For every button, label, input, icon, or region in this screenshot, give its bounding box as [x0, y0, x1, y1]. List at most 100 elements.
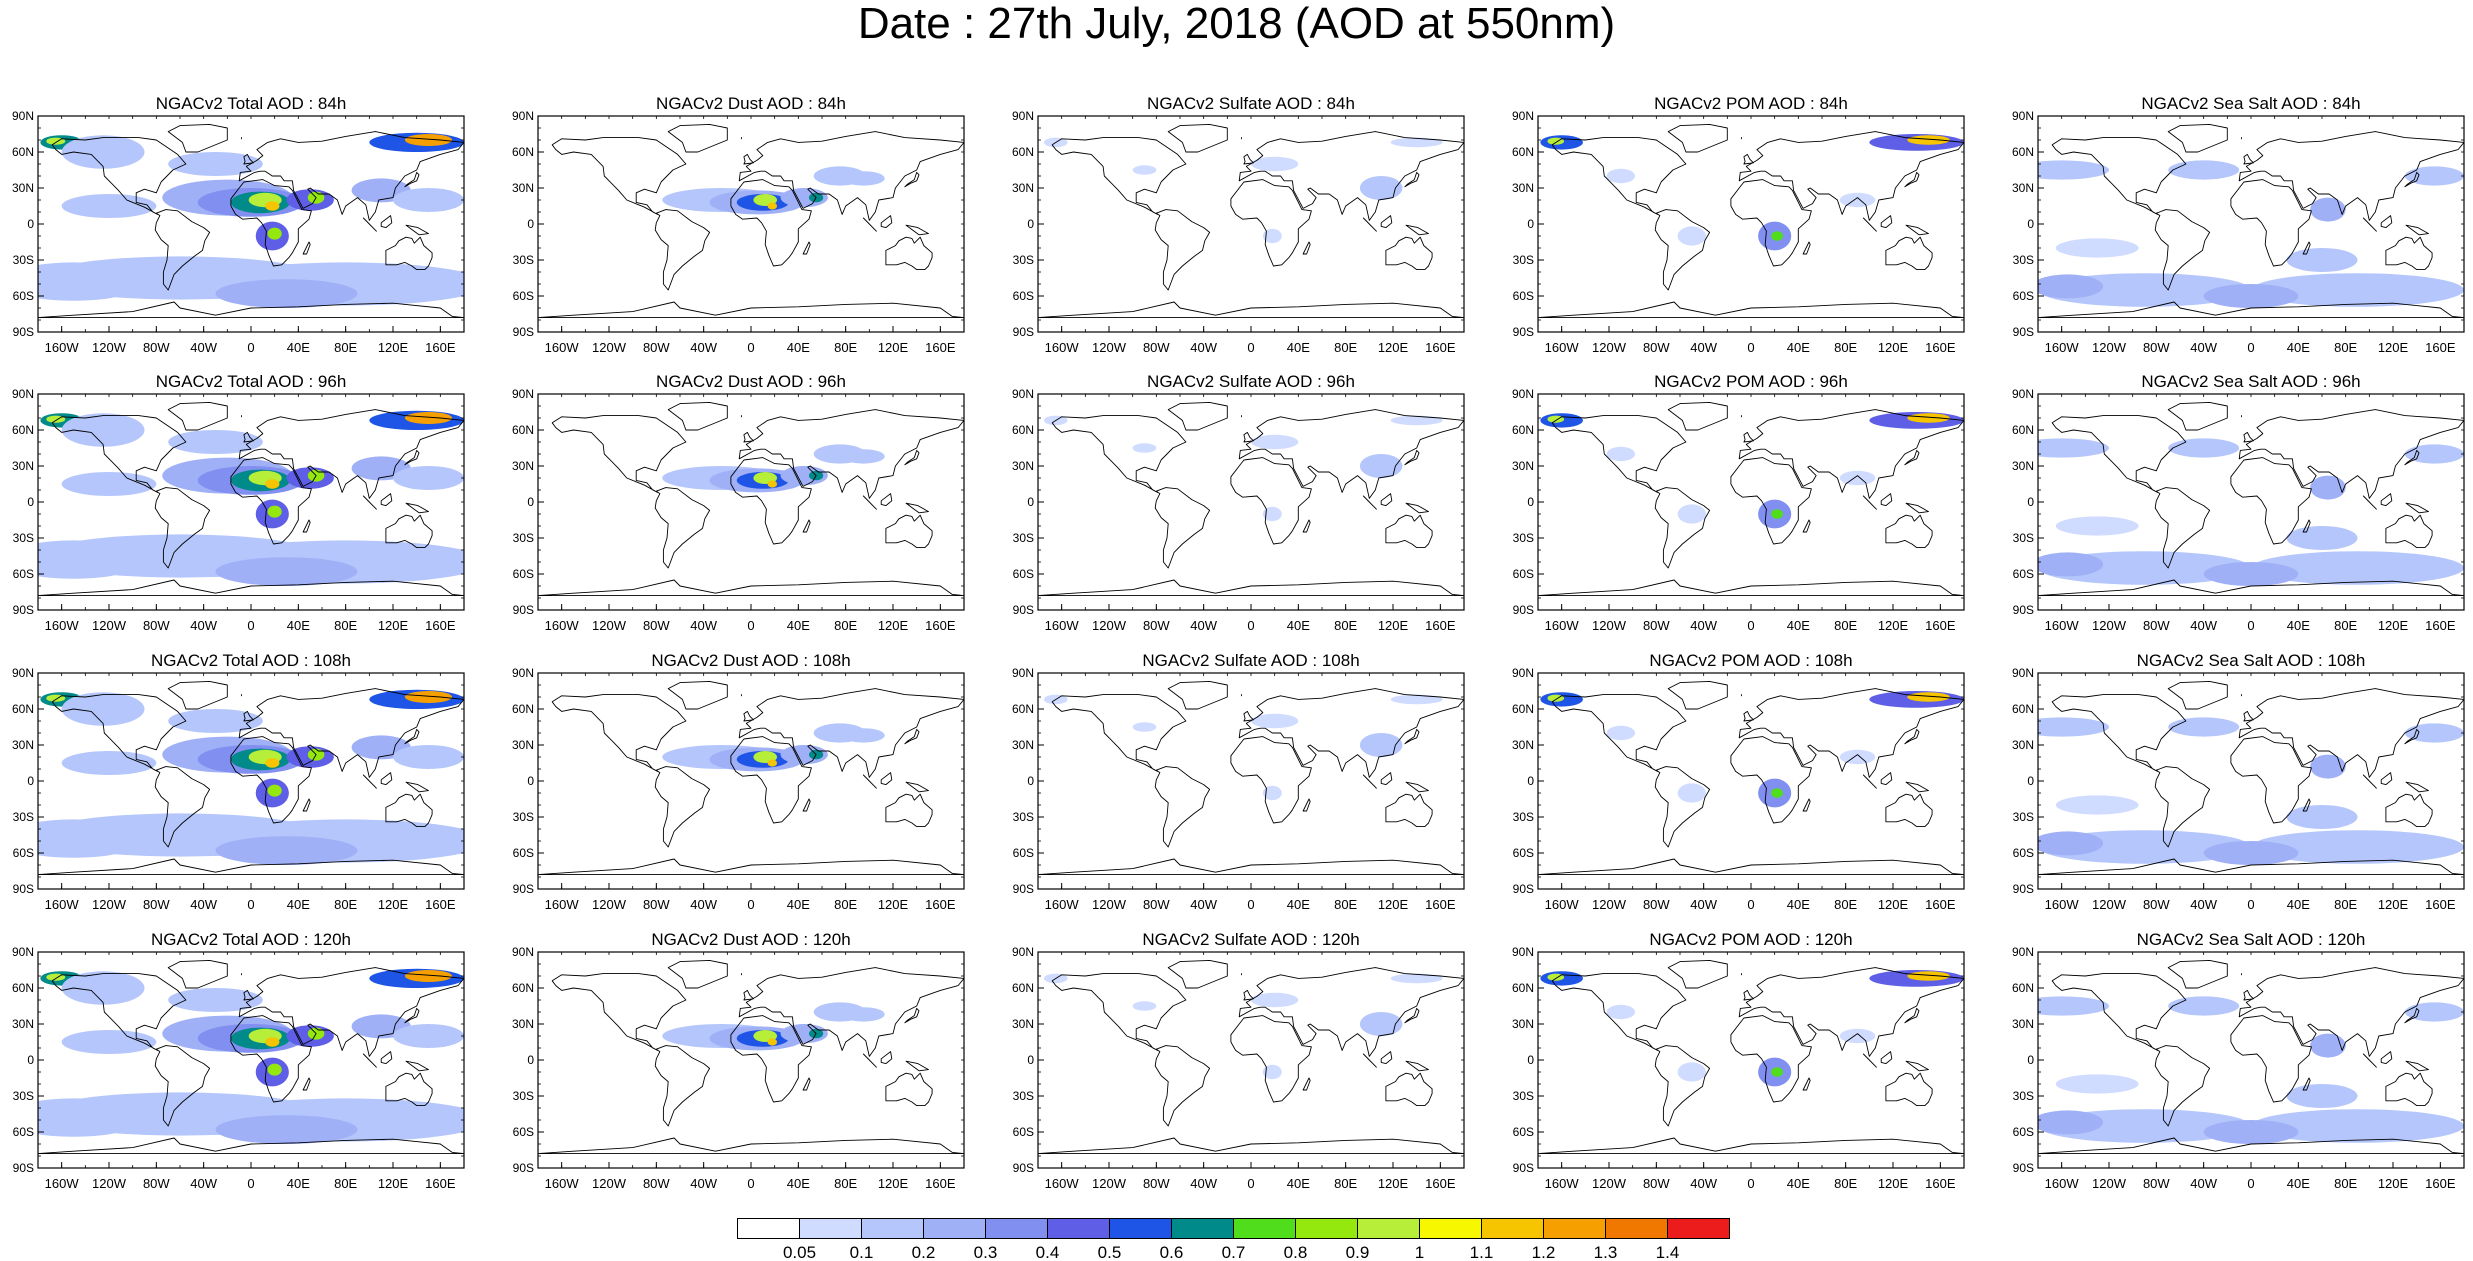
lat-tick-label: 90N: [512, 945, 534, 959]
lat-tick-label: 90S: [1013, 603, 1034, 617]
lon-tick-label: 40E: [787, 897, 810, 912]
aod-plume: [1677, 226, 1707, 246]
coastline: [230, 179, 312, 267]
panel-title: NGACv2 Total AOD : 120h: [150, 930, 351, 949]
lon-tick-label: 80E: [334, 340, 357, 355]
aod-plume: [1839, 749, 1876, 765]
coastline: [1730, 1015, 1812, 1103]
lon-tick-label: 80E: [1834, 340, 1857, 355]
coastline: [551, 137, 687, 215]
aod-plume: [2038, 831, 2104, 856]
lon-tick-label: 80E: [2334, 1176, 2357, 1191]
lat-tick-label: 90S: [1513, 882, 1534, 896]
coastline: [1362, 1053, 1377, 1068]
coastline: [880, 772, 893, 786]
aod-plume: [842, 171, 885, 186]
aod-plume: [2203, 284, 2299, 308]
aod-field: [1038, 952, 1464, 1168]
lat-tick-label: 0: [1027, 774, 1034, 788]
coastline: [1302, 519, 1311, 533]
lat-tick-label: 90S: [2013, 325, 2034, 339]
coastline: [2230, 457, 2312, 545]
coastline: [2051, 973, 2187, 1051]
coastline: [238, 688, 464, 778]
lat-tick-label: 90N: [1512, 666, 1534, 680]
coastline: [1154, 1045, 1211, 1127]
colorbar-swatch: [1047, 1218, 1110, 1239]
lat-tick-label: 90S: [513, 882, 534, 896]
lon-tick-label: 40E: [287, 340, 310, 355]
lon-tick-label: 120E: [2378, 1176, 2409, 1191]
coastline: [2362, 495, 2377, 510]
lat-tick-label: 60N: [1512, 145, 1534, 159]
lat-tick-label: 30S: [513, 531, 534, 545]
aod-plume: [1251, 992, 1299, 1008]
lat-tick-label: 0: [1027, 1053, 1034, 1067]
coastline: [743, 710, 754, 722]
coastline: [880, 493, 893, 507]
aod-plume: [2251, 1109, 2464, 1143]
coastline: [362, 495, 377, 510]
coastline: [1862, 774, 1877, 789]
aod-plume: [1390, 415, 1443, 426]
coastline: [1738, 131, 1964, 221]
lon-tick-label: 40W: [1190, 1176, 1217, 1191]
coastline: [654, 766, 711, 848]
map-panel-seasalt-84h: NGACv2 Sea Salt AOD : 84h 160W 120W 80W 40W 0…: [2000, 94, 2473, 386]
coastline: [2154, 766, 2211, 848]
lon-tick-label: 80W: [643, 340, 670, 355]
lon-tick-label: 80W: [1643, 340, 1670, 355]
coastline: [2230, 1015, 2312, 1103]
lon-tick-label: 0: [2247, 618, 2254, 633]
coastline: [1730, 457, 1812, 545]
lon-tick-label: 40W: [690, 340, 717, 355]
coastline: [2380, 772, 2393, 786]
lon-tick-label: 120W: [592, 340, 627, 355]
lat-tick-label: 30N: [2012, 1017, 2034, 1031]
map-panel-seasalt-108h: NGACv2 Sea Salt AOD : 108h 160W 120W 80W 40W…: [2000, 651, 2473, 943]
lat-tick-label: 0: [527, 495, 534, 509]
aod-plume: [1251, 713, 1299, 729]
lon-tick-label: 40W: [190, 618, 217, 633]
lat-tick-label: 0: [27, 495, 34, 509]
world-map: 160W 120W 80W 40W 0 40E 80E 120E 160E 90N 60N 30N 0 3…: [1512, 387, 1965, 633]
lon-tick-label: 160W: [45, 1176, 80, 1191]
coastline: [38, 1137, 464, 1155]
aod-field: [1538, 116, 1964, 332]
colorbar-label: 1: [1415, 1243, 1424, 1261]
aod-plume: [1132, 1001, 1157, 1011]
coastline: [1905, 502, 1929, 514]
aod-plume: [2038, 717, 2109, 737]
coastline: [385, 236, 433, 271]
coastline: [2051, 415, 2187, 493]
coastline: [1362, 217, 1377, 232]
map-panel-pom-120h: NGACv2 POM AOD : 120h 160W 120W 80W 40W 0 40E 8…: [1500, 930, 2000, 1222]
lat-tick-label: 30S: [1513, 531, 1534, 545]
lon-tick-label: 40W: [1690, 1176, 1717, 1191]
lat-tick-label: 60N: [1512, 981, 1534, 995]
aod-plume: [1839, 192, 1876, 208]
panel-title: NGACv2 Sulfate AOD : 120h: [1142, 930, 1360, 949]
aod-plume: [2310, 754, 2346, 779]
coastline: [2167, 401, 2228, 431]
coastline: [1885, 514, 1933, 549]
coastline: [362, 1053, 377, 1068]
aod-plume: [1677, 1062, 1707, 1082]
coastline: [2405, 502, 2429, 514]
lon-tick-label: 160W: [2045, 340, 2080, 355]
coastline: [2051, 137, 2187, 215]
coastline: [1862, 217, 1877, 232]
lon-tick-label: 160E: [925, 1176, 956, 1191]
aod-plume: [61, 692, 145, 726]
aod-plume: [393, 188, 464, 212]
lon-tick-label: 160E: [425, 897, 456, 912]
lat-tick-label: 90N: [12, 109, 34, 123]
colorbar-label: 0.6: [1160, 1243, 1184, 1261]
lon-tick-label: 80W: [2143, 340, 2170, 355]
coastline: [167, 680, 228, 710]
lat-tick-label: 0: [27, 217, 34, 231]
lon-tick-label: 120E: [1878, 897, 1909, 912]
coastline: [2051, 694, 2187, 772]
aod-plume: [1251, 434, 1299, 450]
